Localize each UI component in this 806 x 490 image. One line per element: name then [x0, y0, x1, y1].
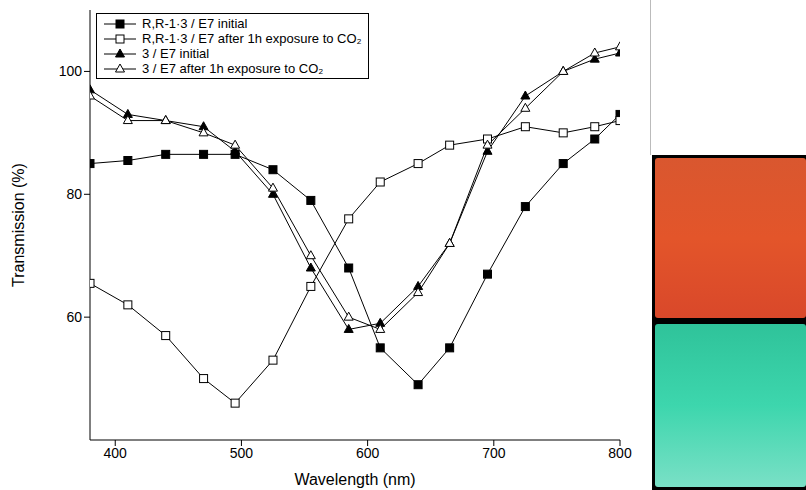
- svg-text:80: 80: [66, 186, 82, 202]
- svg-text:600: 600: [356, 445, 380, 461]
- svg-text:800: 800: [608, 445, 632, 461]
- svg-text:100: 100: [59, 63, 83, 79]
- svg-text:Wavelength (nm): Wavelength (nm): [294, 471, 415, 488]
- html-text:3 / E7 after 1h exposure to CO: 3 / E7 after 1h exposure to CO₂: [142, 61, 324, 76]
- svg-text:400: 400: [104, 445, 128, 461]
- html-text:R,R-1·3 / E7 after 1h exposure: R,R-1·3 / E7 after 1h exposure to CO₂: [142, 31, 362, 46]
- svg-text:Transmission (%): Transmission (%): [10, 163, 27, 287]
- svg-text:60: 60: [66, 309, 82, 325]
- svg-text:700: 700: [482, 445, 506, 461]
- svg-text:500: 500: [230, 445, 254, 461]
- html-text:3 / E7 initial: 3 / E7 initial: [142, 46, 210, 61]
- html-text:R,R-1·3 / E7 initial: R,R-1·3 / E7 initial: [142, 16, 248, 31]
